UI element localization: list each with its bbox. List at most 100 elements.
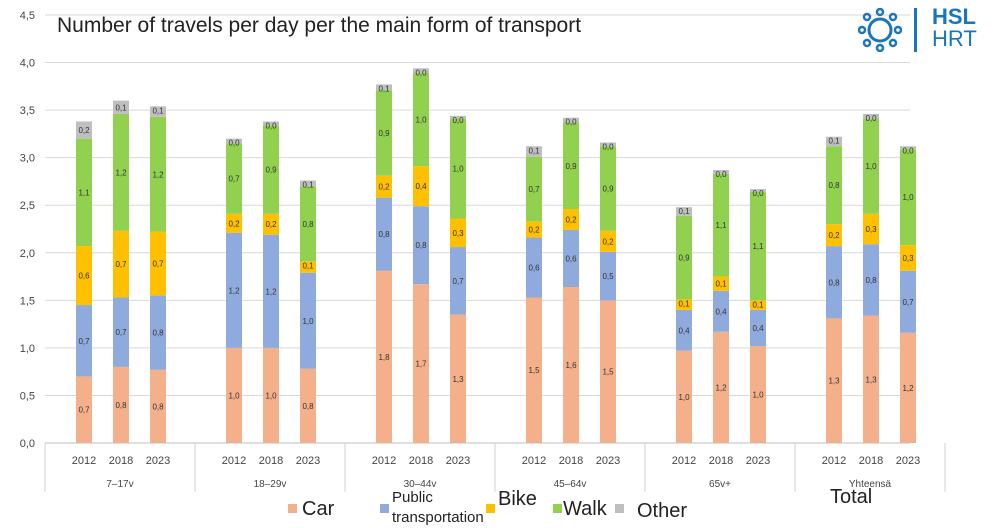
data-label: 0,2 (602, 237, 614, 246)
data-label: 0,8 (302, 402, 314, 411)
data-label: 0,7 (78, 337, 90, 346)
bar-segment-other (76, 121, 92, 139)
data-label: 1,0 (752, 390, 764, 399)
legend-swatch-bike (486, 504, 495, 513)
data-label: 0,1 (752, 300, 764, 309)
data-label: 0,9 (378, 129, 390, 138)
logo-text-hrt: HRT (932, 26, 977, 51)
bar-segment-other (826, 136, 842, 147)
group-label: Yhteensä (849, 479, 892, 490)
data-label: 0,1 (528, 146, 540, 155)
legend-label-other: Other (637, 500, 688, 522)
bar-segment-other (450, 115, 466, 119)
bar-segment-car (676, 350, 692, 443)
data-label: 1,3 (828, 377, 840, 386)
bar-segment-public-transportation (113, 297, 129, 367)
bar-segment-car (263, 347, 279, 443)
data-label: 0,7 (115, 328, 127, 337)
data-label: 0,0 (265, 122, 277, 131)
chart-legend: Car Public transportation Bike Walk Othe… (0, 486, 1000, 526)
bar-segment-bike (300, 261, 316, 273)
bar-segment-walk (900, 149, 916, 246)
data-label: 1,5 (602, 368, 614, 377)
bar-segment-public-transportation (676, 309, 692, 351)
bar-segment-public-transportation (263, 234, 279, 348)
data-label: 0,2 (378, 183, 390, 192)
legend-label-car: Car (302, 498, 335, 520)
x-tick-label: 2012 (522, 455, 546, 467)
x-tick-label: 2018 (859, 455, 883, 467)
bar-segment-walk (150, 116, 166, 232)
data-label: 1,1 (78, 188, 90, 197)
bar-segment-walk (376, 90, 392, 176)
bar-segment-bike (413, 166, 429, 207)
bar-segment-other (600, 142, 616, 147)
bar-segment-car (150, 369, 166, 443)
bar-segment-walk (450, 118, 466, 219)
data-label: 1,2 (902, 384, 914, 393)
bar-segment-public-transportation (376, 197, 392, 271)
y-tick-label: 3,0 (20, 153, 35, 165)
bar-segment-public-transportation (826, 246, 842, 319)
group-label: 45–64v (554, 479, 587, 490)
data-label: 0,8 (152, 402, 164, 411)
data-label: 0,7 (115, 260, 127, 269)
data-label: 0,1 (678, 299, 690, 308)
bar-segment-other (226, 138, 242, 144)
bar-segment-public-transportation (413, 206, 429, 285)
bar-segment-public-transportation (863, 244, 879, 316)
bar-segment-bike (263, 213, 279, 235)
bar-segment-car (376, 270, 392, 443)
data-label: 1,1 (752, 242, 764, 251)
group-label: 7–17v (106, 479, 133, 490)
bar-segment-other (413, 68, 429, 74)
bar-segment-public-transportation (300, 272, 316, 369)
bar-segment-other (863, 113, 879, 119)
bar-segment-car (750, 345, 766, 443)
bar-segment-bike (376, 175, 392, 198)
y-tick-label: 0,0 (20, 438, 35, 450)
data-label: 0,6 (78, 272, 90, 281)
legend-swatch-car (288, 504, 297, 513)
x-tick-label: 2012 (672, 455, 696, 467)
bar-segment-bike (450, 218, 466, 248)
bar-segment-public-transportation (600, 251, 616, 301)
data-label: 0,0 (565, 118, 577, 127)
bar-segment-bike (226, 213, 242, 233)
x-tick-label: 2023 (596, 455, 620, 467)
data-label: 0,8 (828, 181, 840, 190)
data-label: 0,5 (602, 272, 614, 281)
x-tick-label: 2012 (372, 455, 396, 467)
bar-segment-bike (863, 213, 879, 245)
data-label: 0,9 (265, 166, 277, 175)
data-label: 0,3 (865, 225, 877, 234)
bar-segment-walk (300, 186, 316, 262)
data-label: 0,7 (528, 185, 540, 194)
y-tick-label: 4,0 (20, 58, 35, 70)
data-label: 0,3 (452, 229, 464, 238)
data-label: 0,0 (865, 114, 877, 123)
data-label: 1,2 (152, 170, 164, 179)
bar-segment-bike (900, 245, 916, 271)
x-tick-label: 2018 (709, 455, 733, 467)
bar-segment-bike (600, 230, 616, 252)
legend-label-walk: Walk (563, 498, 607, 520)
logo-divider (914, 8, 917, 52)
x-tick-label: 2023 (446, 455, 470, 467)
bar-segment-bike (713, 276, 729, 291)
bar-segment-other (150, 106, 166, 117)
bar-segment-walk (676, 215, 692, 300)
bar-segment-bike (526, 221, 542, 238)
data-label: 0,2 (78, 126, 90, 135)
bar-segment-other (526, 146, 542, 157)
bar-segment-public-transportation (526, 237, 542, 298)
hsl-sun-icon (858, 8, 902, 52)
bar-segment-other (263, 121, 279, 126)
legend-swatch-other (615, 504, 624, 513)
data-label: 0,2 (265, 220, 277, 229)
x-tick-label: 2018 (409, 455, 433, 467)
bar-segment-bike (563, 209, 579, 230)
data-label: 0,0 (415, 68, 427, 77)
bar-segment-other (900, 146, 916, 150)
